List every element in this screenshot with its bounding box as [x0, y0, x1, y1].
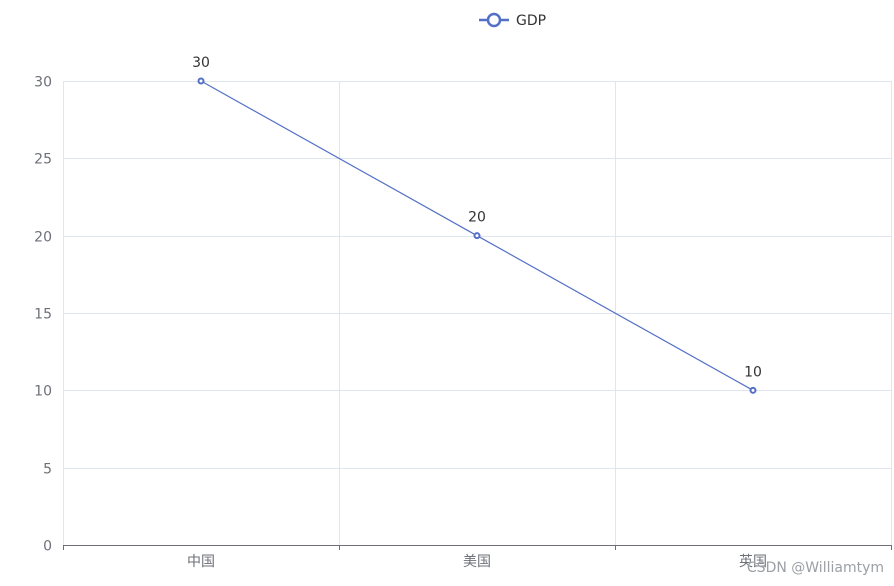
data-point[interactable]: [473, 232, 481, 240]
y-tick-label: 5: [43, 462, 52, 478]
y-tick-label: 0: [43, 539, 52, 555]
y-tick-label: 25: [34, 152, 52, 168]
watermark: CSDN @Williamtym: [746, 560, 884, 576]
data-label: 20: [468, 210, 486, 226]
data-label: 10: [744, 364, 762, 380]
x-tick-label: 英国: [739, 553, 767, 570]
y-tick-label: 10: [34, 384, 52, 400]
x-tick-label: 美国: [463, 554, 491, 570]
y-tick-label: 30: [34, 75, 52, 91]
grid: [63, 81, 892, 545]
data-point[interactable]: [197, 77, 205, 85]
x-tick-label: 中国: [187, 554, 215, 570]
y-tick-label: 15: [34, 307, 52, 323]
legend-label: GDP: [516, 13, 546, 29]
series-layer: 30 20 10: [192, 55, 762, 394]
legend-item-gdp[interactable]: GDP: [479, 12, 546, 29]
data-point[interactable]: [749, 386, 757, 394]
legend[interactable]: GDP: [479, 12, 546, 29]
data-label: 30: [192, 55, 210, 71]
axes: 0 5 10 15 20 25 30 中国 美国 英国: [34, 75, 892, 570]
legend-marker-icon: [486, 12, 502, 28]
y-tick-label: 20: [34, 230, 52, 246]
